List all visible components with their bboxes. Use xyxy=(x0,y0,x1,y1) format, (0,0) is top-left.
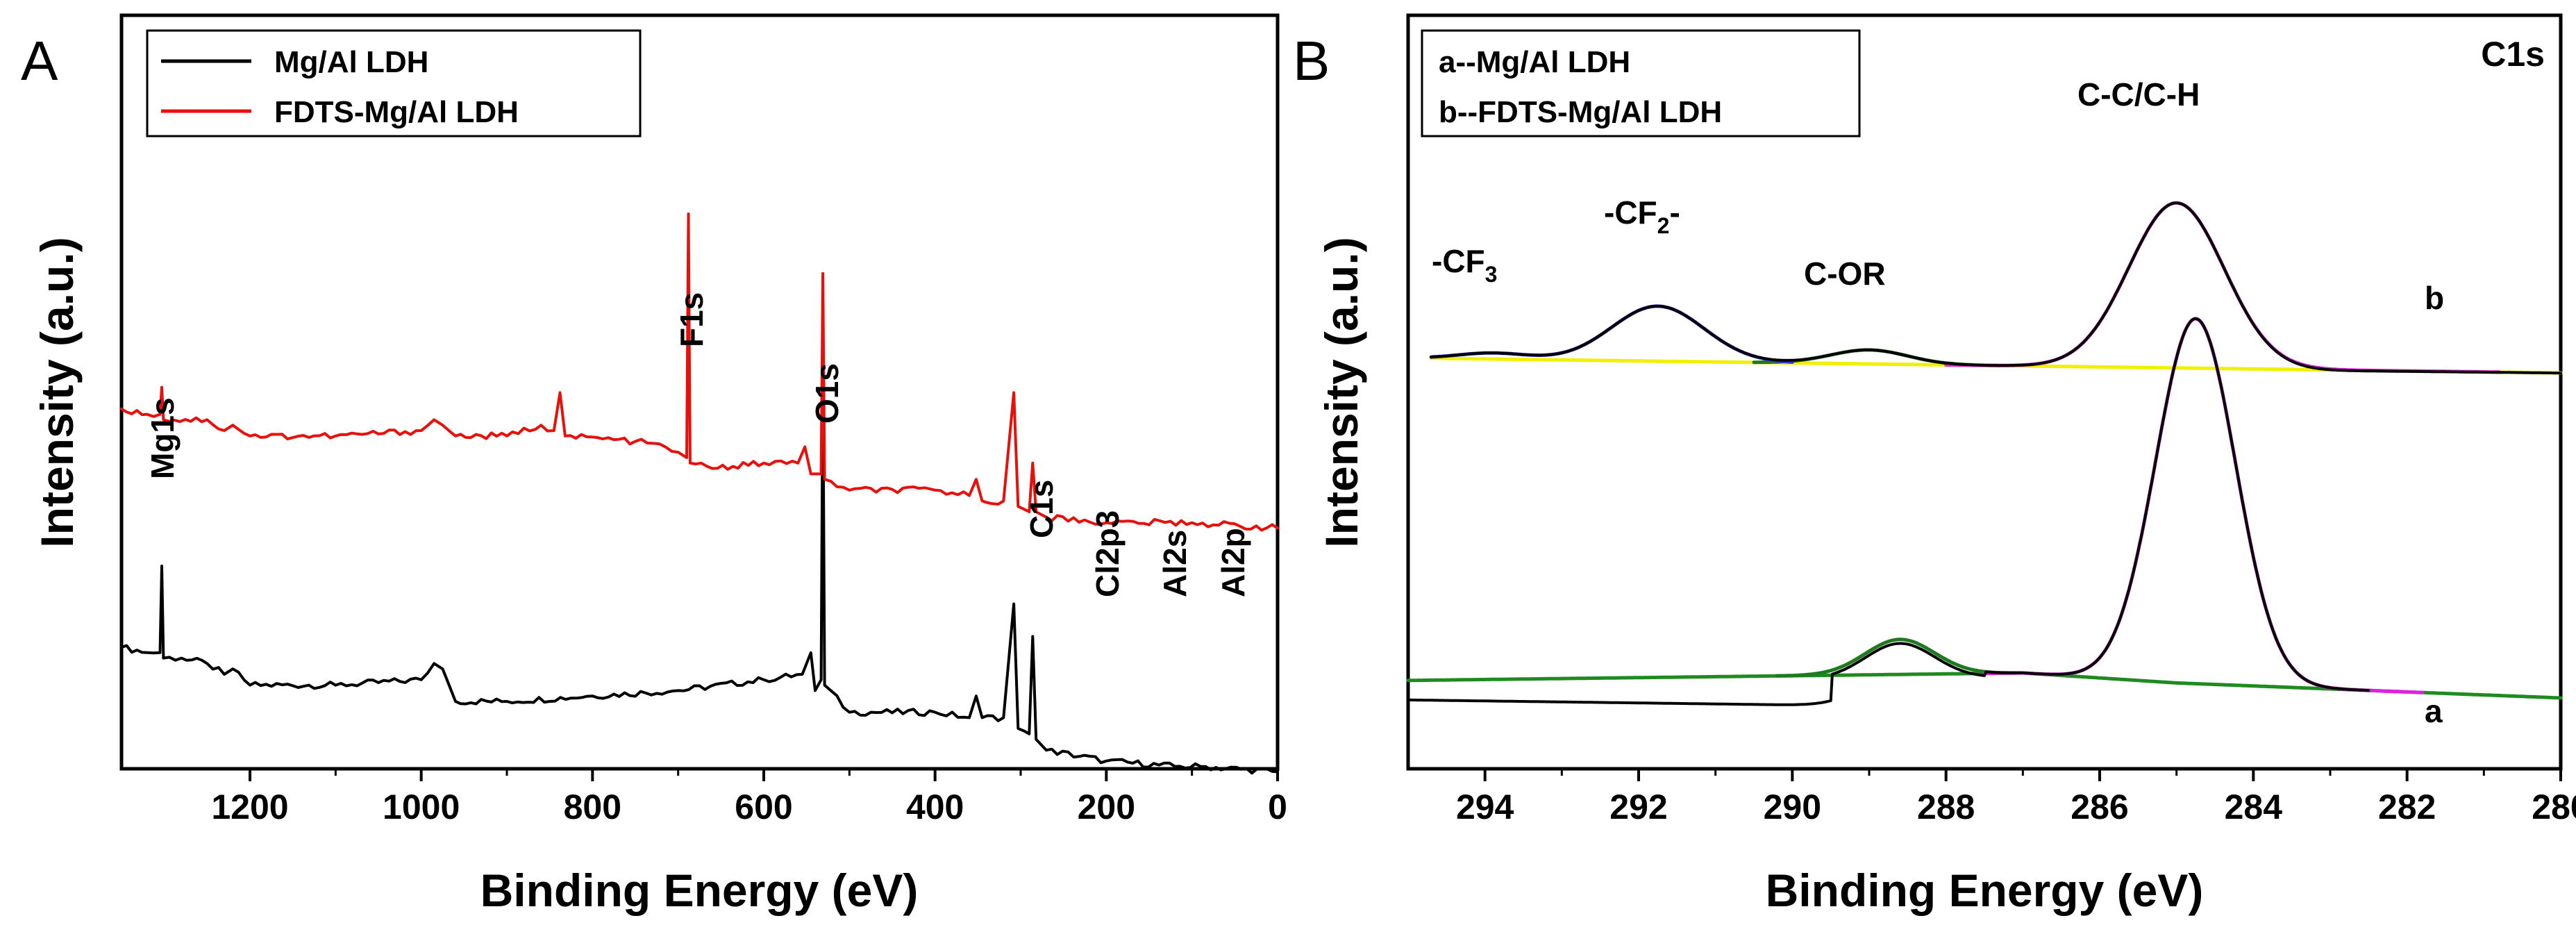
panel-b-x-tick-label: 292 xyxy=(1609,788,1667,826)
panel-a-frame xyxy=(119,13,1280,771)
panel-b-frame xyxy=(1406,13,2563,771)
panel-a-x-tick-label: 200 xyxy=(1078,788,1135,826)
panel-b-x-tick-label: 288 xyxy=(1917,788,1975,826)
panel-a-letter: A xyxy=(21,30,58,92)
panel-a-x-axis-title: Binding Energy (eV) xyxy=(480,865,919,916)
panel-a-peak-labels: Mg1s F1s O1s C1s Cl2p3 Al2s Al2p xyxy=(144,292,1251,597)
panel-b-x-tick-label: 280 xyxy=(2532,788,2576,826)
curve-a-envelope xyxy=(1407,317,2370,706)
peak-label-mg1s: Mg1s xyxy=(144,397,181,479)
curve-a-fit-c-c xyxy=(1982,317,2425,694)
peak-label-o1s: O1s xyxy=(809,363,845,424)
panel-a-x-tick-label: 0 xyxy=(1268,788,1287,826)
panel-b-x-axis-title: Binding Energy (eV) xyxy=(1766,865,2204,916)
peak-label-c-or: C-OR xyxy=(1804,256,1886,292)
curve-b-fit-c-c xyxy=(1944,201,2501,374)
panel-a-legend: Mg/Al LDH FDTS-Mg/Al LDH xyxy=(146,29,642,138)
panel-a-x-ticks: 1200 1000 800 600 400 200 0 xyxy=(211,769,1287,826)
panel-b-legend-box xyxy=(1421,29,1861,138)
curve-label-b: b xyxy=(2425,280,2444,316)
legend-label-b: b--FDTS-Mg/Al LDH xyxy=(1439,95,1722,129)
panel-a-y-axis-title: Intensity (a.u.) xyxy=(31,237,83,547)
panel-b-x-ticks: 294 292 290 288 286 284 282 280 xyxy=(1456,769,2576,826)
panel-a-x-tick-label: 1200 xyxy=(211,788,288,826)
legend-label-a: a--Mg/Al LDH xyxy=(1439,45,1630,79)
panel-b: B 294 292 290 288 286 284 282 280 Binding Energ… xyxy=(1293,13,2576,916)
panel-b-x-tick-label: 284 xyxy=(2225,788,2283,826)
panel-b-x-tick-label: 290 xyxy=(1764,788,1821,826)
peak-label-al2p: Al2p xyxy=(1215,528,1251,597)
panel-a-x-tick-label: 800 xyxy=(564,788,621,826)
peak-label-c1s: C1s xyxy=(1023,480,1060,538)
panel-b-curves xyxy=(1406,201,2563,706)
panel-b-x-tick-label: 294 xyxy=(1456,788,1514,826)
legend-label-mg-al-ldh: Mg/Al LDH xyxy=(274,45,428,79)
panel-b-legend: a--Mg/Al LDH b--FDTS-Mg/Al LDH xyxy=(1421,29,1861,138)
legend-label-fdts-mg-al-ldh: FDTS-Mg/Al LDH xyxy=(274,95,519,129)
panel-b-x-tick-label: 286 xyxy=(2071,788,2128,826)
panel-b-letter: B xyxy=(1293,30,1330,92)
trace-fdts-mg-al-ldh xyxy=(120,213,1279,532)
panel-a-x-tick-label: 1000 xyxy=(383,788,460,826)
curve-a-fit-c-or xyxy=(1775,638,2025,678)
peak-label-al2s: Al2s xyxy=(1157,530,1193,597)
peak-label-cl2p3: Cl2p3 xyxy=(1089,510,1126,597)
panel-a-x-tick-label: 600 xyxy=(735,788,792,826)
panel-b-title: C1s xyxy=(2481,35,2545,74)
curve-label-a: a xyxy=(2425,693,2443,729)
panel-b-y-axis-title: Intensity (a.u.) xyxy=(1316,237,1367,547)
panel-b-x-tick-label: 282 xyxy=(2378,788,2436,826)
peak-label-cf3: -CF3 xyxy=(1432,243,1497,287)
curve-b-envelope xyxy=(1430,201,2562,375)
panel-a-x-tick-label: 400 xyxy=(906,788,964,826)
peak-label-cf2: -CF2- xyxy=(1604,194,1680,238)
trace-mg-al-ldh xyxy=(120,364,1279,775)
peak-label-c-c-c-h: C-C/C-H xyxy=(2077,76,2200,113)
peak-label-f1s: F1s xyxy=(674,292,710,347)
panel-a: A 1200 1000 800 600 400 200 0 Binding Energy (… xyxy=(21,13,1287,916)
panel-a-legend-box xyxy=(146,29,642,138)
